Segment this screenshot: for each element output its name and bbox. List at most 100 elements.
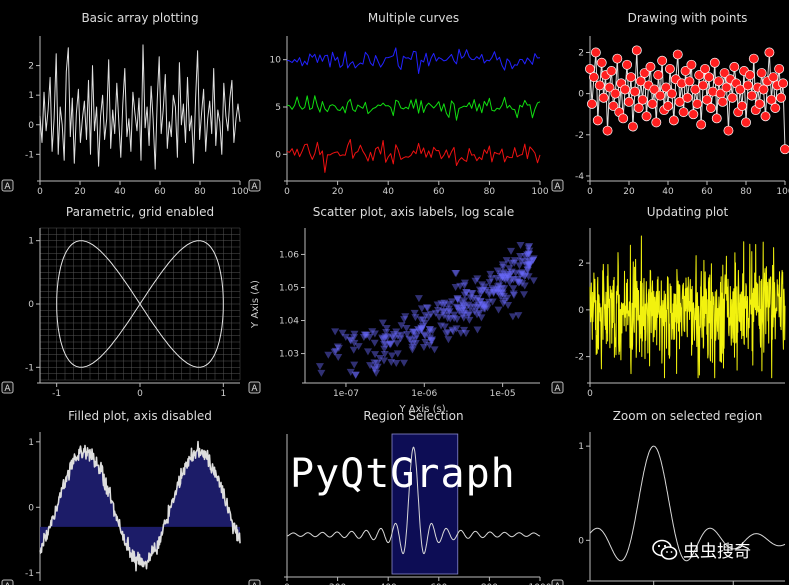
scatter-point xyxy=(365,333,374,341)
scatter-point xyxy=(465,316,474,324)
wechat-icon xyxy=(652,539,678,560)
x-tick-label: 60 xyxy=(701,187,713,197)
scatter-point xyxy=(428,327,437,335)
x-tick-label: 0 xyxy=(587,187,593,197)
scatter-point xyxy=(705,103,716,113)
scatter-point xyxy=(407,337,416,345)
series-line xyxy=(56,240,224,368)
scatter-point xyxy=(392,328,401,336)
scatter-point xyxy=(496,293,505,301)
panel-p9: Zoom on selected region01500600A xyxy=(551,409,786,585)
scatter-point xyxy=(477,314,486,322)
scatter-point xyxy=(529,257,538,265)
scatter-point xyxy=(476,297,485,305)
scatter-point xyxy=(479,286,488,294)
scatter-point xyxy=(468,290,477,298)
scatter-point xyxy=(519,291,528,299)
auto-range-button[interactable] xyxy=(248,381,261,394)
scatter-point xyxy=(525,262,534,270)
scatter-point xyxy=(756,68,767,78)
scatter-point xyxy=(631,45,642,56)
scatter-point xyxy=(494,286,503,294)
y-tick-label: 0 xyxy=(28,121,34,131)
scatter-point xyxy=(453,304,462,312)
scatter-point xyxy=(507,259,516,267)
auto-range-button[interactable] xyxy=(551,579,564,585)
scatter-point xyxy=(525,258,534,266)
scatter-point xyxy=(457,299,466,307)
scatter-point xyxy=(434,306,443,314)
scatter-point xyxy=(460,326,469,334)
scatter-point xyxy=(657,55,668,66)
scatter-point xyxy=(684,76,695,87)
x-tick-label: 0 xyxy=(37,187,43,197)
scatter-point xyxy=(517,270,526,278)
scatter-point xyxy=(496,277,505,285)
scatter-point xyxy=(453,316,462,324)
scatter-point xyxy=(497,288,506,296)
auto-range-button[interactable] xyxy=(248,579,261,585)
scatter-point xyxy=(370,366,379,374)
y-tick-label: 1.04 xyxy=(279,317,299,327)
auto-range-button[interactable] xyxy=(1,381,14,394)
scatter-point xyxy=(486,270,495,278)
scatter-point xyxy=(393,350,402,358)
scatter-point xyxy=(427,337,436,345)
x-tick-label: 1000 xyxy=(529,583,552,585)
scatter-point xyxy=(481,286,490,294)
scatter-point xyxy=(525,251,534,259)
y-tick-label: 1.03 xyxy=(279,350,299,360)
scatter-point xyxy=(416,316,425,324)
scatter-point xyxy=(594,80,605,91)
scatter-point xyxy=(744,70,755,81)
scatter-point xyxy=(403,331,412,339)
scatter-point xyxy=(417,324,426,332)
scatter-point xyxy=(508,313,517,321)
auto-range-button[interactable] xyxy=(1,179,14,192)
scatter-point xyxy=(748,53,759,64)
scatter-point xyxy=(459,304,468,312)
scatter-point xyxy=(764,47,775,58)
auto-range-button[interactable] xyxy=(248,179,261,192)
scatter-point xyxy=(443,329,452,337)
scatter-point xyxy=(523,251,532,259)
y-tick-label: 2 xyxy=(578,48,584,58)
panel-p6: Updating plot -2 0 2 0 A xyxy=(551,205,786,399)
scatter-point xyxy=(653,70,664,81)
x-tick-label: 200 xyxy=(329,583,346,585)
scatter-point xyxy=(498,261,507,269)
series-line xyxy=(286,95,541,121)
auto-range-button[interactable] xyxy=(551,381,564,394)
auto-range-button[interactable] xyxy=(551,179,564,192)
scatter-point xyxy=(492,286,501,294)
scatter-point xyxy=(502,257,511,265)
scatter-point xyxy=(440,299,449,307)
auto-range-button[interactable] xyxy=(1,579,14,585)
scatter-point xyxy=(639,68,650,78)
scatter-point xyxy=(610,88,621,99)
scatter-point xyxy=(351,371,360,379)
scatter-point xyxy=(442,330,451,338)
scatter-point xyxy=(496,273,505,281)
scatter-point xyxy=(382,325,391,333)
scatter-point xyxy=(524,250,533,258)
scatter-point xyxy=(678,107,689,118)
x-tick-label: 80 xyxy=(740,187,752,197)
series-line xyxy=(286,139,541,173)
scatter-point xyxy=(473,311,482,319)
scatter-point xyxy=(498,290,507,298)
y-tick-label: 0 xyxy=(578,536,584,546)
plot-title: Scatter plot, axis labels, log scale xyxy=(313,205,515,219)
scatter-point xyxy=(330,348,339,356)
scatter-point xyxy=(624,96,634,107)
scatter-point xyxy=(682,92,693,103)
scatter-point xyxy=(501,274,510,282)
scatter-point xyxy=(477,287,486,295)
series-line xyxy=(39,440,241,572)
scatter-point xyxy=(651,117,662,128)
series-line xyxy=(286,446,541,555)
scatter-point xyxy=(507,247,516,255)
scatter-point xyxy=(417,305,426,313)
